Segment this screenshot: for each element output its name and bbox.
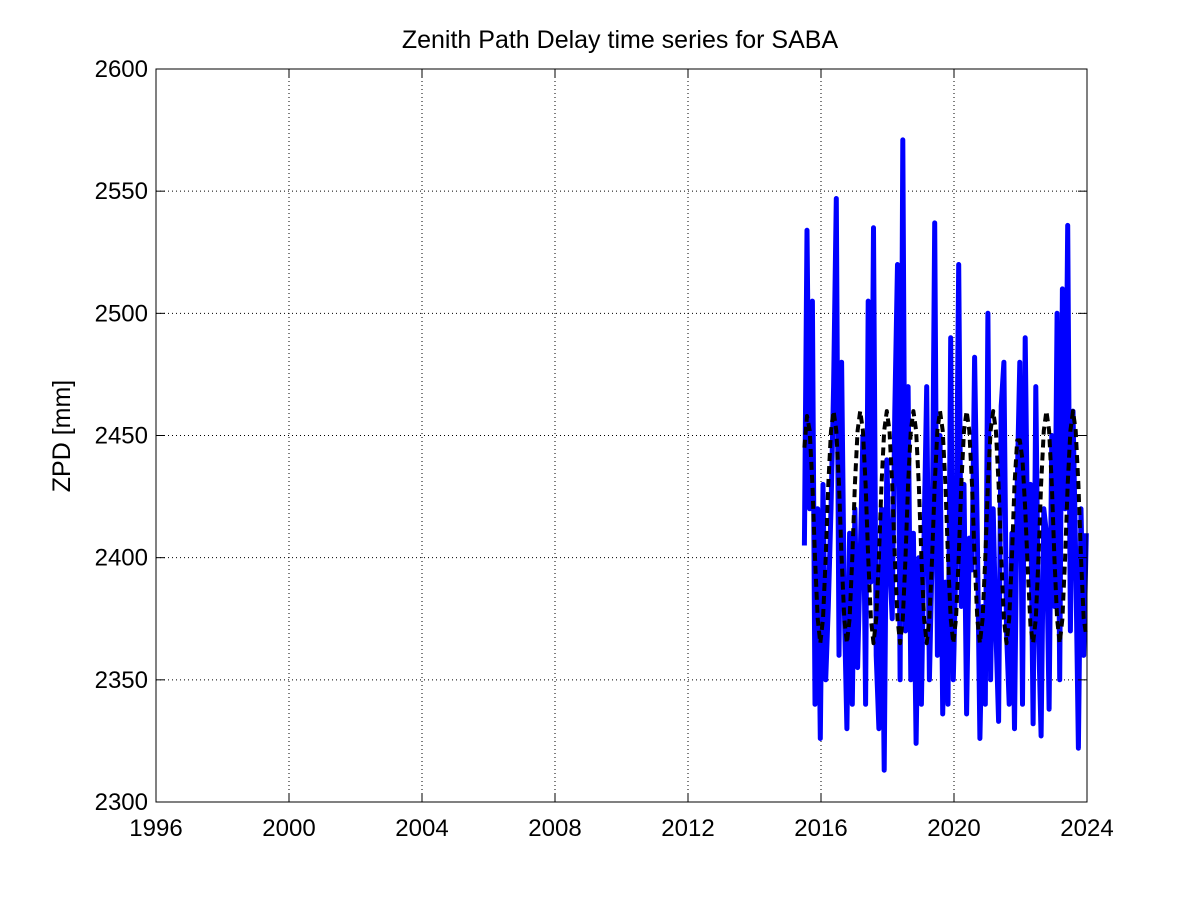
- y-tick-label: 2500: [95, 300, 148, 327]
- y-tick-label: 2300: [95, 789, 148, 816]
- x-tick-label: 2016: [794, 815, 847, 842]
- x-tick-label: 2000: [262, 815, 315, 842]
- x-axis: 1996 2000 2004 2008 2012 2016 2020 2024: [129, 69, 1114, 842]
- y-axis: 2300 2350 2400 2450 2500 2550 2600: [95, 56, 1087, 816]
- x-tick-label: 2004: [395, 815, 448, 842]
- x-tick-label: 2020: [927, 815, 980, 842]
- y-tick-label: 2400: [95, 545, 148, 572]
- y-tick-label: 2350: [95, 667, 148, 694]
- x-tick-label: 2024: [1060, 815, 1113, 842]
- chart-title: Zenith Path Delay time series for SABA: [402, 26, 839, 54]
- series-layer: [801, 137, 1089, 773]
- seasonal-fit-line: [802, 409, 1089, 646]
- x-tick-label: 1996: [129, 815, 182, 842]
- x-tick-label: 2008: [528, 815, 581, 842]
- y-axis-label: ZPD [mm]: [48, 380, 76, 493]
- x-tick-label: 2012: [661, 815, 714, 842]
- y-tick-label: 2550: [95, 178, 148, 205]
- y-tick-label: 2600: [95, 56, 148, 83]
- zpd-series-line: [801, 137, 1089, 773]
- y-tick-label: 2450: [95, 423, 148, 450]
